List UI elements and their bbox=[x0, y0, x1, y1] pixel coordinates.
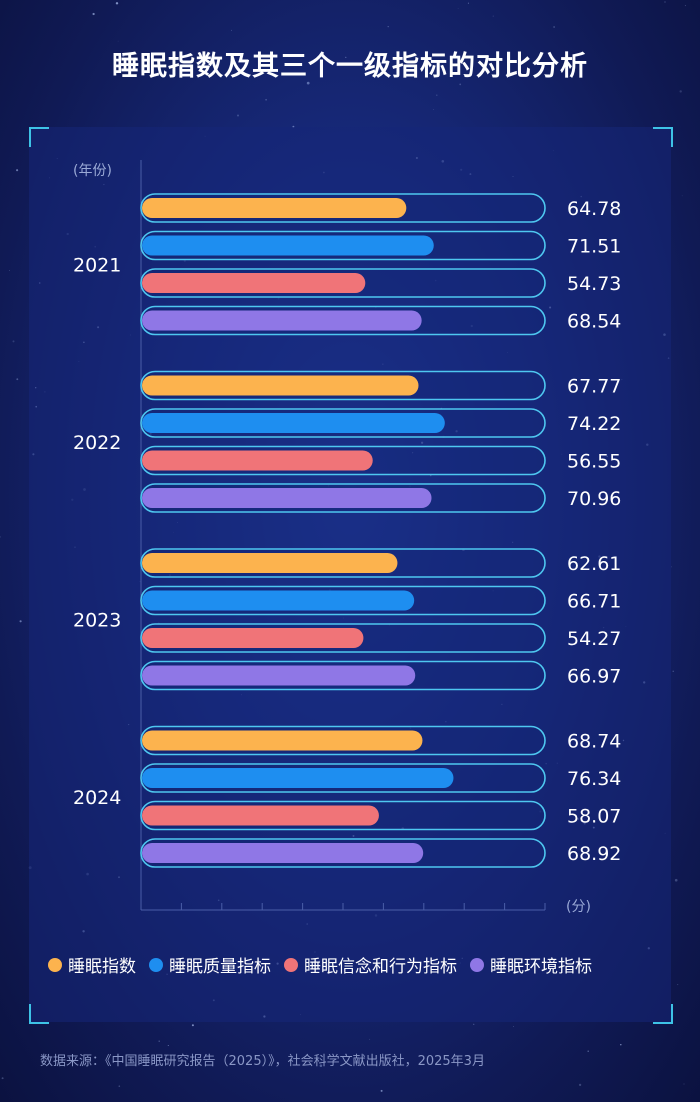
legend-label: 睡眠信念和行为指标 bbox=[304, 957, 457, 977]
legend-label: 睡眠质量指标 bbox=[169, 957, 271, 977]
legend-label: 睡眠指数 bbox=[68, 957, 136, 977]
bar-2023-3 bbox=[142, 665, 416, 686]
data-label-2021-3: 68.54 bbox=[567, 311, 621, 333]
legend-item: 睡眠质量指标 bbox=[149, 952, 271, 977]
legend-dot-icon bbox=[284, 957, 298, 972]
chart-title: 睡眠指数及其三个一级指标的对比分析 bbox=[112, 51, 588, 82]
bar-2022-0 bbox=[142, 375, 419, 396]
bar-2021-1 bbox=[142, 235, 434, 256]
bar-2021-3 bbox=[142, 310, 422, 331]
legend-item: 睡眠环境指标 bbox=[470, 952, 592, 977]
bar-2021-2 bbox=[142, 273, 366, 293]
bar-2021-0 bbox=[142, 198, 407, 218]
data-label-2023-0: 62.61 bbox=[567, 553, 621, 575]
legend-item: 睡眠信念和行为指标 bbox=[284, 952, 457, 977]
data-label-2023-3: 66.97 bbox=[567, 666, 621, 688]
chart-legend: 睡眠指数 睡眠质量指标 睡眠信念和行为指标 睡眠环境指标 bbox=[48, 952, 605, 977]
y-axis-label: (年份) bbox=[73, 163, 112, 179]
data-label-2023-2: 54.27 bbox=[567, 628, 621, 650]
bar-2024-2 bbox=[142, 805, 379, 826]
bar-2022-1 bbox=[142, 413, 445, 433]
data-label-2024-1: 76.34 bbox=[567, 768, 621, 790]
bar-2024-1 bbox=[142, 768, 454, 788]
data-label-2022-2: 56.55 bbox=[567, 451, 621, 473]
legend-dot-icon bbox=[470, 957, 484, 972]
data-label-2022-0: 67.77 bbox=[567, 376, 621, 398]
data-label-2022-3: 70.96 bbox=[567, 488, 621, 510]
bar-2023-0 bbox=[142, 553, 398, 573]
bar-2022-2 bbox=[142, 450, 373, 471]
x-axis-label: (分) bbox=[566, 899, 591, 915]
bar-2024-0 bbox=[142, 730, 423, 751]
category-label-2023: 2023 bbox=[73, 609, 121, 631]
legend-dot-icon bbox=[48, 957, 62, 972]
data-label-2024-0: 68.74 bbox=[567, 731, 621, 753]
legend-label: 睡眠环境指标 bbox=[490, 957, 592, 977]
bar-2023-1 bbox=[142, 590, 415, 611]
data-label-2023-1: 66.71 bbox=[567, 591, 621, 613]
data-label-2022-1: 74.22 bbox=[567, 413, 621, 435]
data-label-2024-3: 68.92 bbox=[567, 843, 621, 865]
category-label-2022: 2022 bbox=[73, 432, 121, 454]
legend-dot-icon bbox=[149, 957, 163, 972]
bar-2022-3 bbox=[142, 488, 432, 508]
category-label-2021: 2021 bbox=[73, 254, 121, 276]
data-label-2021-0: 64.78 bbox=[567, 198, 621, 220]
frame-corner-bottom-right bbox=[653, 1004, 673, 1024]
frame-corner-bottom-left bbox=[29, 1004, 49, 1024]
source-note: 数据来源：《中国睡眠研究报告（2025）》，社会科学文献出版社，2025年3月 bbox=[40, 1054, 485, 1069]
bar-2023-2 bbox=[142, 628, 364, 648]
bar-2024-3 bbox=[142, 843, 424, 863]
frame-corner-top-left bbox=[29, 127, 49, 147]
category-label-2024: 2024 bbox=[73, 787, 121, 809]
data-label-2024-2: 58.07 bbox=[567, 806, 621, 828]
legend-item: 睡眠指数 bbox=[48, 952, 136, 977]
data-label-2021-2: 54.73 bbox=[567, 273, 621, 295]
frame-corner-top-right bbox=[653, 127, 673, 147]
data-label-2021-1: 71.51 bbox=[567, 236, 621, 258]
